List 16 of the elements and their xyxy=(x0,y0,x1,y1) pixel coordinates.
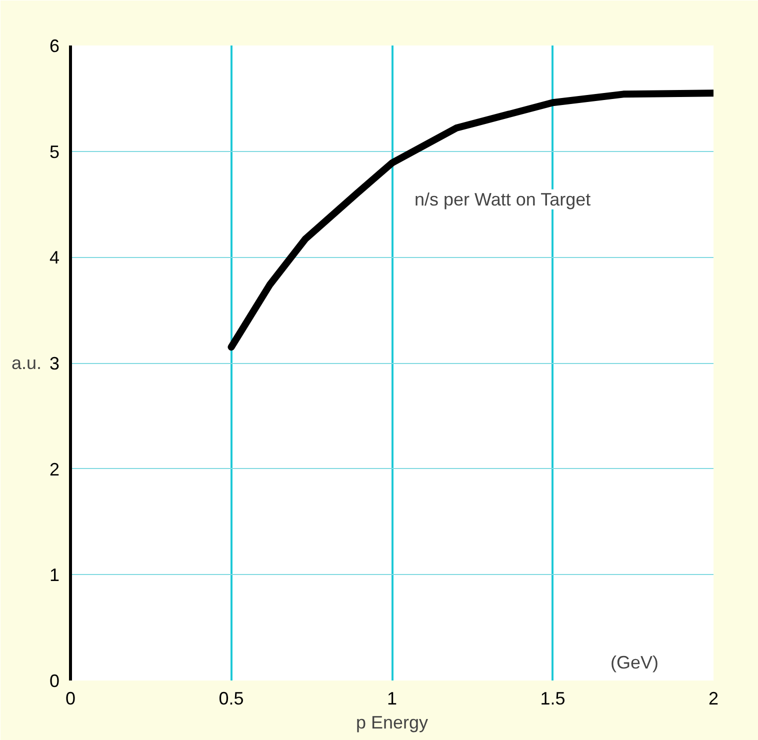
y-tick-label: 6 xyxy=(49,36,60,56)
x-tick-label: 0 xyxy=(65,688,76,708)
annotation: (GeV) xyxy=(610,652,659,672)
y-tick-label: 0 xyxy=(49,671,60,691)
y-tick-label: 2 xyxy=(49,459,60,480)
y-axis-title: a.u. xyxy=(11,353,42,373)
y-tick-label: 3 xyxy=(49,354,60,374)
x-tick-label: 1 xyxy=(386,688,398,708)
series-label: n/s per Watt on Target xyxy=(414,189,591,210)
y-tick-label: 1 xyxy=(49,565,60,586)
x-axis-title: p Energy xyxy=(356,712,428,732)
x-tick-label: 2 xyxy=(708,688,719,708)
x-tick-label: 1.5 xyxy=(540,688,566,708)
y-tick-label: 5 xyxy=(49,142,60,162)
y-tick-label: 4 xyxy=(49,248,60,268)
x-tick-label: 0.5 xyxy=(218,688,244,708)
